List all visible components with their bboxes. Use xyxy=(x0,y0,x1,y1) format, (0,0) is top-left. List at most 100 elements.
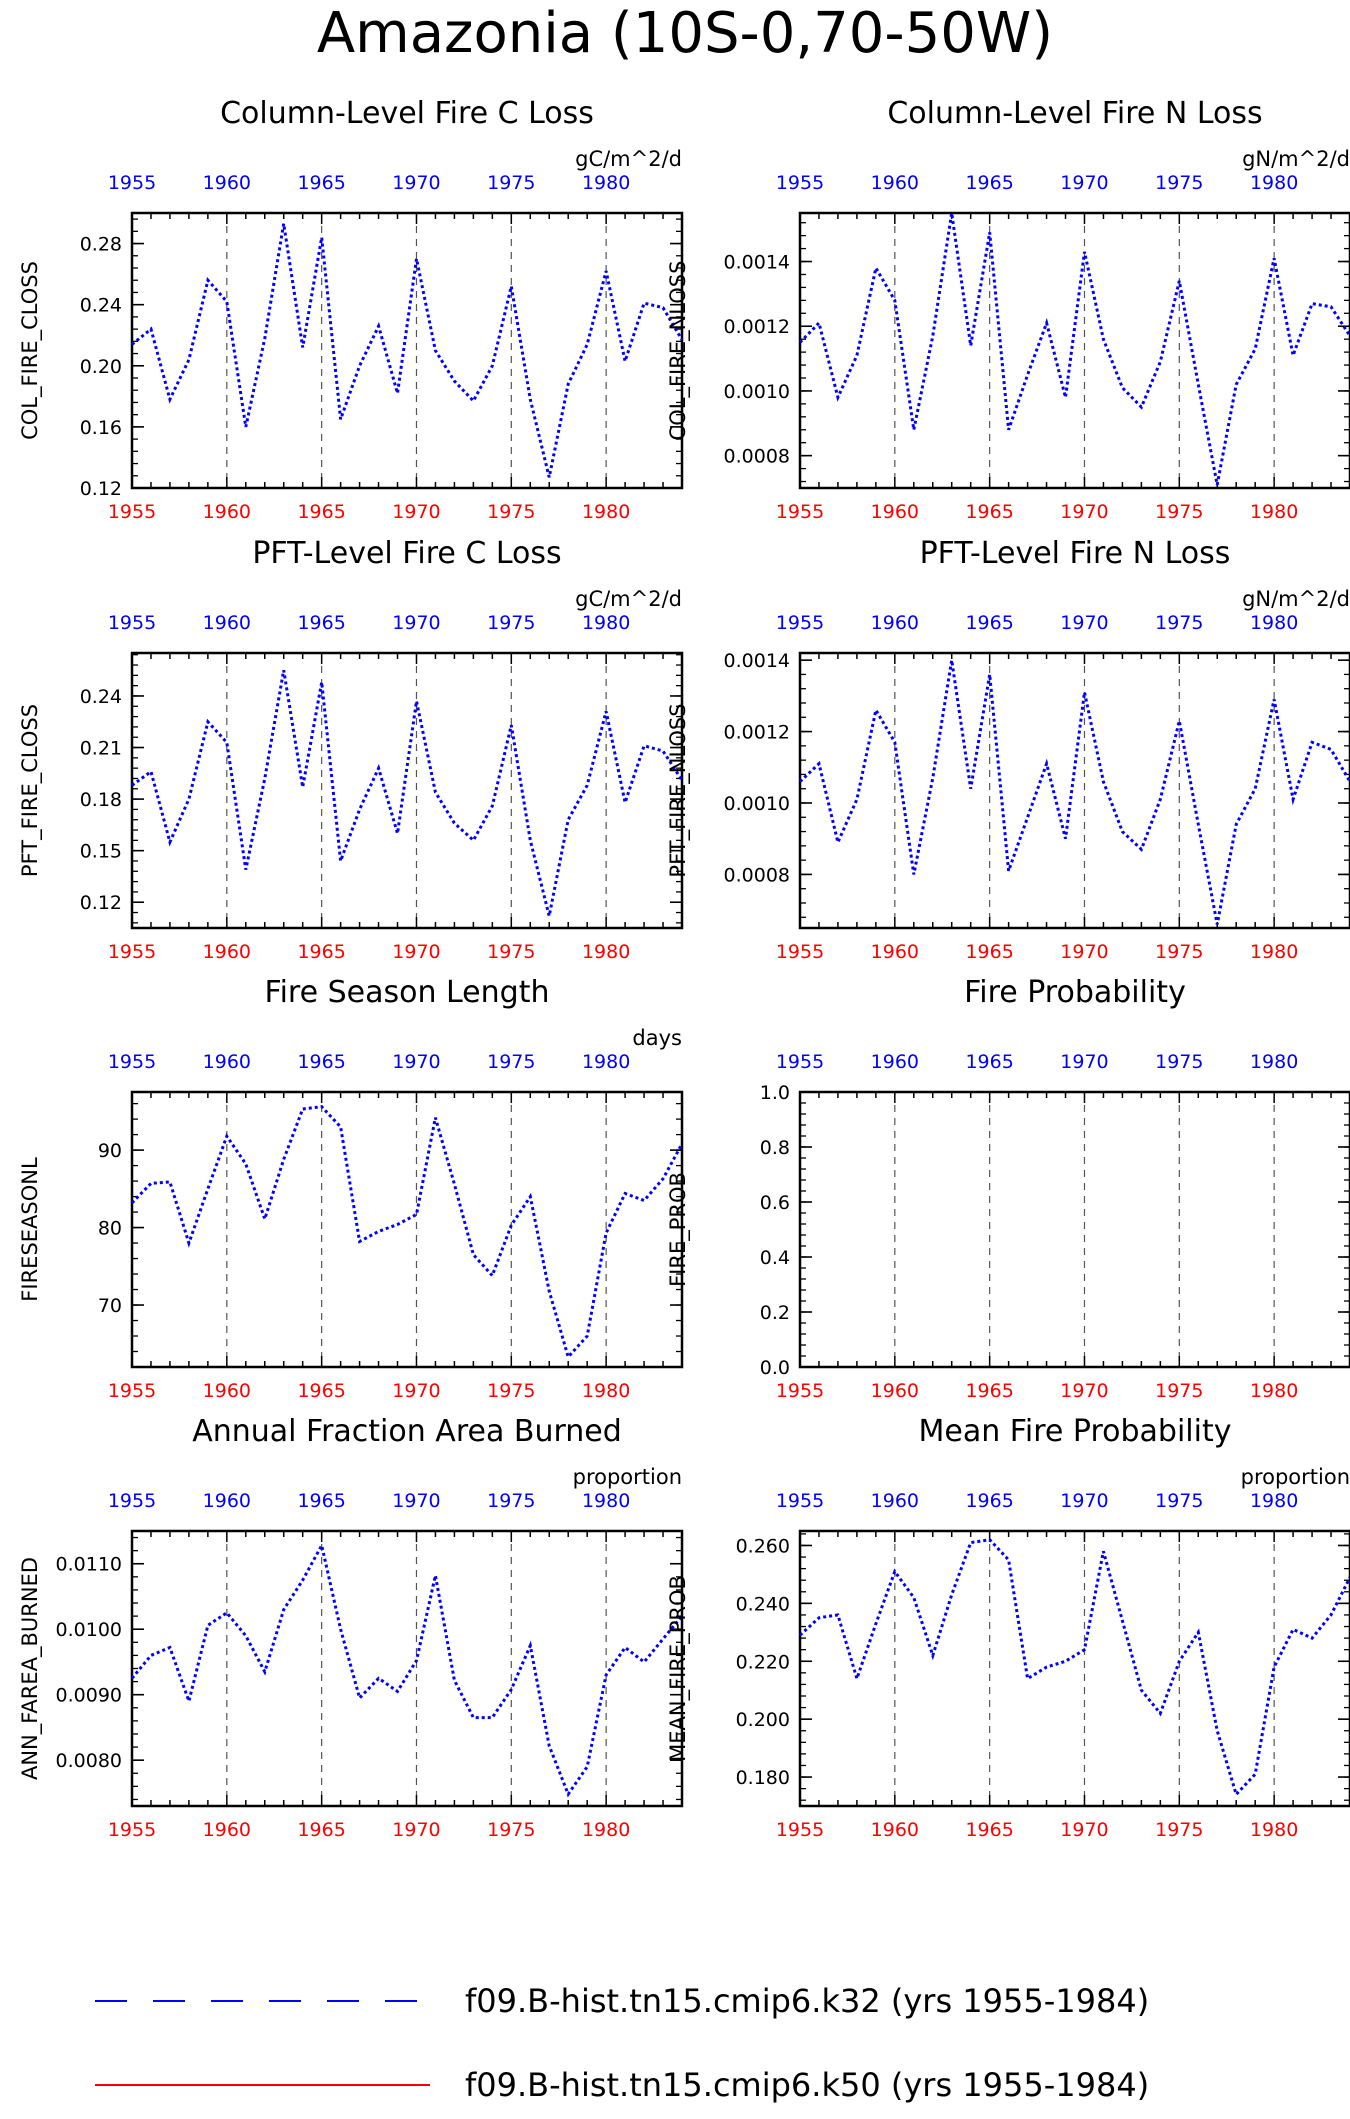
chart-title: Column-Level Fire C Loss xyxy=(220,96,594,131)
y-tick-label: 0.2 xyxy=(760,1302,790,1324)
y-tick-label: 0.12 xyxy=(80,892,122,914)
plot-frame xyxy=(798,1529,1350,1808)
x-tick-label-bottom: 1975 xyxy=(487,1819,535,1841)
x-tick-label-bottom: 1960 xyxy=(871,1380,919,1402)
x-tick-label-bottom: 1965 xyxy=(297,941,345,963)
x-tick-label-bottom: 1975 xyxy=(487,1380,535,1402)
x-tick-label-bottom: 1970 xyxy=(392,941,440,963)
x-tick-label-top: 1955 xyxy=(108,172,156,194)
x-tick-label-bottom: 1960 xyxy=(203,1380,251,1402)
y-axis-label: MEAN_FIRE_PROB xyxy=(666,1575,691,1762)
series-line-0 xyxy=(131,669,684,917)
y-tick-label: 0.260 xyxy=(736,1535,790,1557)
x-tick-label-bottom: 1965 xyxy=(297,1380,345,1402)
chart-panel-5: Fire Probability 1955 1955 1960 1960 1965 1965… xyxy=(666,975,1350,1402)
x-tick-label-top: 1980 xyxy=(1250,172,1298,194)
y-tick-label: 0.0100 xyxy=(56,1619,122,1641)
x-tick-label-bottom: 1965 xyxy=(965,941,1013,963)
x-tick-label-top: 1965 xyxy=(965,172,1013,194)
chart-title: Annual Fraction Area Burned xyxy=(192,1414,622,1449)
x-tick-label-top: 1970 xyxy=(392,1051,440,1073)
x-tick-label-top: 1955 xyxy=(776,1051,824,1073)
x-tick-label-bottom: 1965 xyxy=(965,501,1013,523)
plot-frame xyxy=(130,1529,684,1808)
y-tick-label: 0.220 xyxy=(736,1651,790,1673)
chart-title: Fire Season Length xyxy=(265,975,550,1010)
x-tick-label-bottom: 1955 xyxy=(108,1380,156,1402)
series-line-0 xyxy=(130,1541,684,1798)
x-tick-label-top: 1955 xyxy=(108,1490,156,1512)
y-axis-label: ANN_FAREA_BURNED xyxy=(18,1557,43,1780)
x-tick-label-bottom: 1955 xyxy=(776,941,824,963)
x-tick-label-top: 1980 xyxy=(582,612,630,634)
x-tick-label-top: 1975 xyxy=(1155,1051,1203,1073)
y-tick-label: 0.16 xyxy=(80,417,122,439)
x-tick-label-top: 1970 xyxy=(1060,1051,1108,1073)
legend-label-k32: f09.B-hist.tn15.cmip6.k32 (yrs 1955-1984… xyxy=(465,1982,1149,2020)
x-tick-label-bottom: 1975 xyxy=(1155,941,1203,963)
x-tick-label-bottom: 1970 xyxy=(392,1380,440,1402)
x-tick-label-bottom: 1975 xyxy=(487,501,535,523)
y-axis-label: COL_FIRE_NLOSS xyxy=(666,261,691,441)
x-tick-label-top: 1955 xyxy=(776,172,824,194)
y-tick-label: 0.0010 xyxy=(724,381,790,403)
plot-frame xyxy=(798,211,1350,490)
y-tick-label: 0.180 xyxy=(736,1767,790,1789)
x-tick-label-bottom: 1970 xyxy=(392,501,440,523)
chart-panel-1: Column-Level Fire N Loss gN/m^2/d 1955 1955… xyxy=(666,96,1350,523)
x-tick-label-bottom: 1980 xyxy=(1250,941,1298,963)
chart-units: gN/m^2/d xyxy=(1242,587,1350,611)
chart-units: proportion xyxy=(573,1465,682,1489)
x-tick-label-bottom: 1960 xyxy=(871,501,919,523)
y-tick-label: 0.0010 xyxy=(724,793,790,815)
x-tick-label-top: 1955 xyxy=(108,612,156,634)
y-axis-label: PFT_FIRE_NLOSS xyxy=(666,703,691,877)
legend: f09.B-hist.tn15.cmip6.k32 (yrs 1955-1984… xyxy=(95,1982,1149,2104)
x-tick-label-bottom: 1975 xyxy=(1155,1819,1203,1841)
chart-units: gC/m^2/d xyxy=(575,587,682,611)
plot-frame xyxy=(798,1090,1350,1369)
x-tick-label-top: 1970 xyxy=(1060,1490,1108,1512)
chart-panel-2: PFT-Level Fire C Loss gC/m^2/d 1955 1955 196… xyxy=(18,536,684,963)
y-tick-label: 0.0014 xyxy=(724,252,790,274)
x-tick-label-top: 1955 xyxy=(108,1051,156,1073)
legend-label-k50: f09.B-hist.tn15.cmip6.k50 (yrs 1955-1984… xyxy=(465,2066,1149,2104)
chart-panel-0: Column-Level Fire C Loss gC/m^2/d 1955 1955… xyxy=(18,96,684,523)
chart-units: gN/m^2/d xyxy=(1242,147,1350,171)
x-tick-label-top: 1975 xyxy=(487,612,535,634)
y-tick-label: 0.12 xyxy=(80,478,122,500)
y-tick-label: 0.0012 xyxy=(724,722,790,744)
x-tick-label-bottom: 1975 xyxy=(1155,501,1203,523)
x-tick-label-bottom: 1970 xyxy=(392,1819,440,1841)
x-tick-label-bottom: 1970 xyxy=(1060,1380,1108,1402)
x-tick-label-top: 1960 xyxy=(203,1490,251,1512)
x-tick-label-top: 1980 xyxy=(1250,1490,1298,1512)
x-tick-label-top: 1965 xyxy=(965,1490,1013,1512)
y-tick-label: 0.0014 xyxy=(724,650,790,672)
x-tick-label-top: 1980 xyxy=(582,1490,630,1512)
x-tick-label-bottom: 1955 xyxy=(108,1819,156,1841)
x-tick-label-top: 1960 xyxy=(203,612,251,634)
y-tick-label: 0.200 xyxy=(736,1709,790,1731)
x-tick-label-top: 1960 xyxy=(203,1051,251,1073)
x-tick-label-bottom: 1960 xyxy=(203,941,251,963)
y-tick-label: 0.20 xyxy=(80,356,122,378)
x-tick-label-top: 1965 xyxy=(297,612,345,634)
y-tick-label: 80 xyxy=(98,1218,122,1240)
chart-title: PFT-Level Fire C Loss xyxy=(252,536,561,571)
chart-units: gC/m^2/d xyxy=(575,147,682,171)
x-tick-label-bottom: 1980 xyxy=(1250,1380,1298,1402)
y-tick-label: 0.24 xyxy=(80,295,122,317)
plot-frame xyxy=(130,211,684,490)
y-tick-label: 0.0008 xyxy=(724,446,790,468)
y-tick-label: 90 xyxy=(98,1140,122,1162)
chart-panels: Column-Level Fire C Loss gC/m^2/d 1955 1955… xyxy=(18,96,1350,1841)
x-tick-label-bottom: 1955 xyxy=(776,1380,824,1402)
x-tick-label-top: 1975 xyxy=(1155,612,1203,634)
chart-title: Column-Level Fire N Loss xyxy=(887,96,1262,131)
y-tick-label: 0.0008 xyxy=(724,864,790,886)
series-line-0 xyxy=(130,1105,684,1360)
series-line-0 xyxy=(798,212,1350,486)
x-tick-label-bottom: 1960 xyxy=(871,941,919,963)
